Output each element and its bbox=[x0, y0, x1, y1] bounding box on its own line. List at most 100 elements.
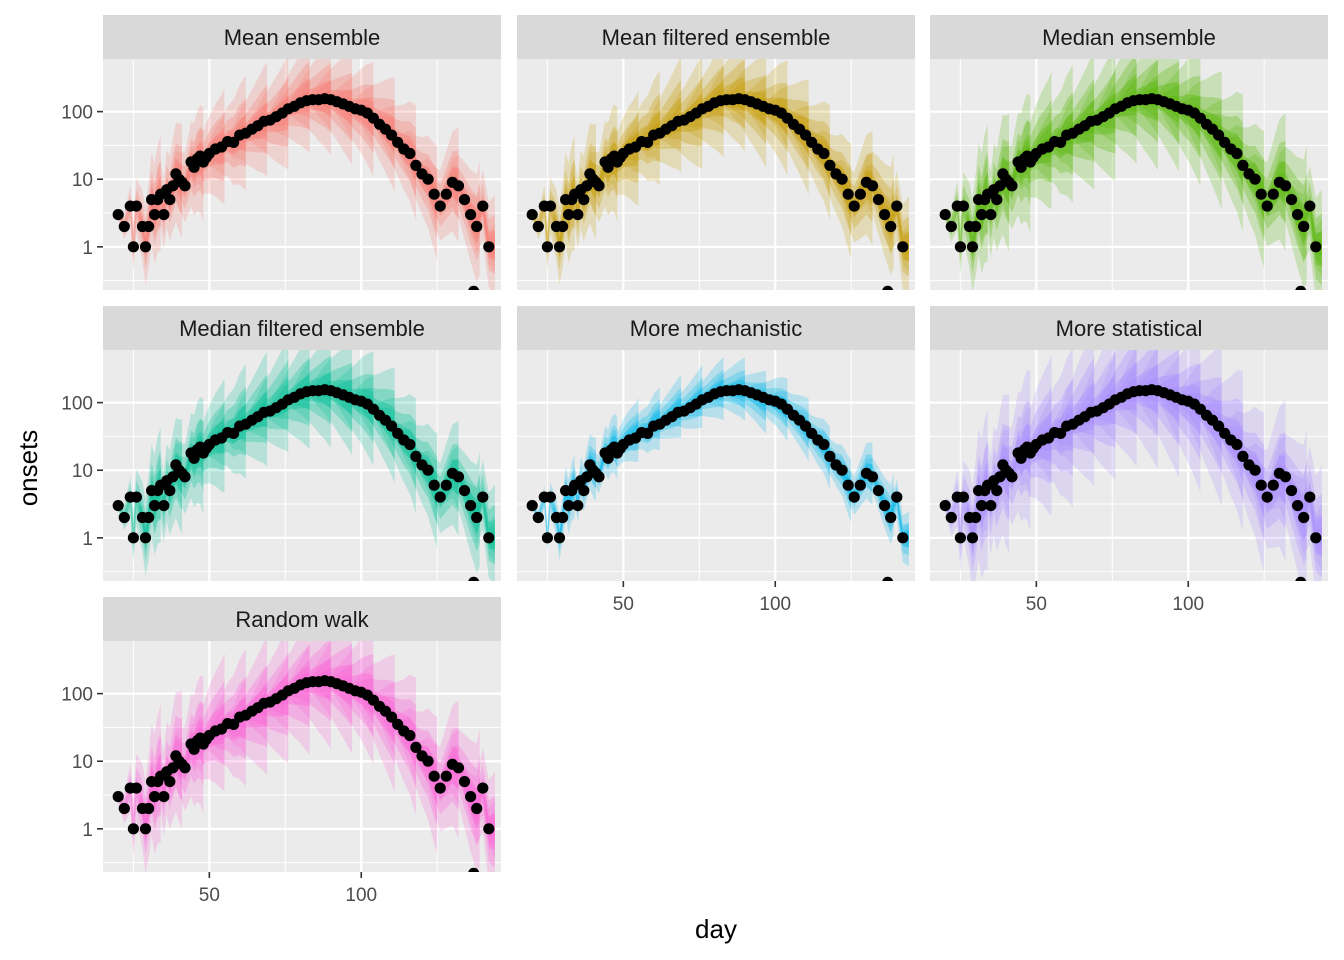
data-point bbox=[602, 452, 614, 464]
forecast-band bbox=[1136, 59, 1180, 172]
data-point bbox=[1304, 491, 1316, 503]
data-point bbox=[143, 802, 155, 815]
data-point bbox=[1231, 147, 1243, 160]
data-point bbox=[544, 491, 557, 503]
data-point bbox=[428, 479, 440, 491]
data-point bbox=[897, 532, 909, 544]
data-point bbox=[891, 200, 903, 212]
forecast-band bbox=[1072, 70, 1116, 154]
facet-strip bbox=[517, 15, 915, 59]
forecast-band bbox=[309, 59, 353, 165]
forecast-band bbox=[1157, 76, 1201, 159]
forecast-band bbox=[1030, 64, 1073, 203]
x-axis-title: day bbox=[695, 914, 737, 944]
forecast-band bbox=[532, 175, 575, 258]
forecast-band bbox=[373, 114, 416, 198]
y-axis-title: onsets bbox=[13, 430, 43, 507]
data-point bbox=[452, 471, 465, 483]
data-point bbox=[824, 450, 836, 462]
forecast-band bbox=[851, 163, 894, 254]
forecast-band bbox=[373, 696, 416, 788]
forecast-band bbox=[203, 648, 246, 787]
forecast-band bbox=[415, 700, 459, 838]
forecast-band bbox=[330, 61, 374, 177]
data-point bbox=[1292, 209, 1304, 221]
data-point bbox=[434, 200, 446, 212]
data-point bbox=[563, 500, 575, 512]
data-point bbox=[879, 500, 891, 512]
forecast-band bbox=[1264, 161, 1307, 263]
data-point bbox=[1261, 491, 1273, 503]
data-point bbox=[966, 241, 979, 253]
data-point bbox=[164, 194, 176, 206]
forecast-band bbox=[437, 744, 480, 847]
forecast-band bbox=[829, 130, 873, 246]
forecast-band bbox=[1009, 354, 1052, 516]
data-point bbox=[866, 471, 879, 483]
forecast-band bbox=[1179, 350, 1222, 507]
forecast-band bbox=[808, 426, 852, 523]
data-point bbox=[1295, 576, 1307, 581]
data-point bbox=[848, 200, 860, 212]
data-point bbox=[483, 823, 495, 835]
data-point bbox=[848, 491, 860, 503]
forecast-band bbox=[309, 641, 353, 754]
facet-strip bbox=[103, 597, 501, 641]
forecast-band bbox=[1030, 379, 1073, 476]
y-tick-label: 10 bbox=[72, 461, 93, 482]
facet-panel: Median filtered ensemble 1 10 100 bbox=[61, 306, 501, 581]
forecast-band bbox=[245, 652, 289, 736]
data-point bbox=[885, 220, 897, 233]
forecast-band bbox=[1200, 370, 1243, 532]
observed-points bbox=[939, 93, 1322, 290]
data-point bbox=[526, 209, 538, 221]
data-point bbox=[465, 500, 477, 512]
data-point bbox=[130, 782, 142, 794]
data-point bbox=[112, 209, 124, 221]
data-point bbox=[404, 147, 416, 160]
forecast-band bbox=[808, 135, 852, 236]
data-point bbox=[818, 438, 830, 451]
data-point bbox=[458, 194, 471, 206]
data-point bbox=[939, 500, 951, 512]
data-point bbox=[118, 802, 130, 815]
data-point bbox=[452, 180, 465, 192]
data-point bbox=[1279, 471, 1292, 483]
data-point bbox=[477, 782, 489, 794]
data-point bbox=[1295, 285, 1307, 290]
forecast-band bbox=[1200, 114, 1243, 205]
data-point bbox=[854, 479, 866, 491]
data-point bbox=[188, 161, 200, 173]
facet-panel: Random walk 1 10 100 50 100 bbox=[61, 597, 501, 906]
data-point bbox=[118, 220, 130, 233]
data-point bbox=[127, 241, 139, 253]
forecast-band bbox=[394, 708, 438, 855]
forecast-band bbox=[437, 155, 480, 282]
data-point bbox=[957, 491, 970, 503]
data-point bbox=[985, 209, 997, 221]
forecast-band bbox=[1094, 350, 1137, 467]
data-point bbox=[1255, 479, 1267, 491]
data-point bbox=[130, 491, 142, 503]
y-tick-label: 1 bbox=[82, 238, 93, 259]
forecast-band bbox=[352, 686, 395, 744]
data-point bbox=[541, 532, 554, 544]
data-point bbox=[422, 173, 434, 185]
forecast-band bbox=[394, 426, 438, 526]
y-tick-label: 100 bbox=[61, 685, 93, 706]
x-tick-label: 50 bbox=[1026, 594, 1047, 615]
data-point bbox=[970, 511, 982, 524]
y-tick-label: 1 bbox=[82, 820, 93, 841]
facet-panel: Mean filtered ensemble bbox=[517, 15, 915, 290]
facet-strip bbox=[103, 306, 501, 350]
data-point bbox=[854, 188, 866, 200]
data-point bbox=[179, 180, 191, 192]
facet-panel: More statistical 50 100 bbox=[930, 306, 1328, 615]
data-point bbox=[1310, 241, 1322, 253]
forecast-band bbox=[309, 350, 353, 455]
data-point bbox=[404, 438, 416, 451]
facet-panel: Mean ensemble 1 10 100 bbox=[61, 15, 501, 290]
forecast-band bbox=[1242, 113, 1286, 251]
data-point bbox=[572, 209, 584, 221]
data-point bbox=[434, 491, 446, 503]
